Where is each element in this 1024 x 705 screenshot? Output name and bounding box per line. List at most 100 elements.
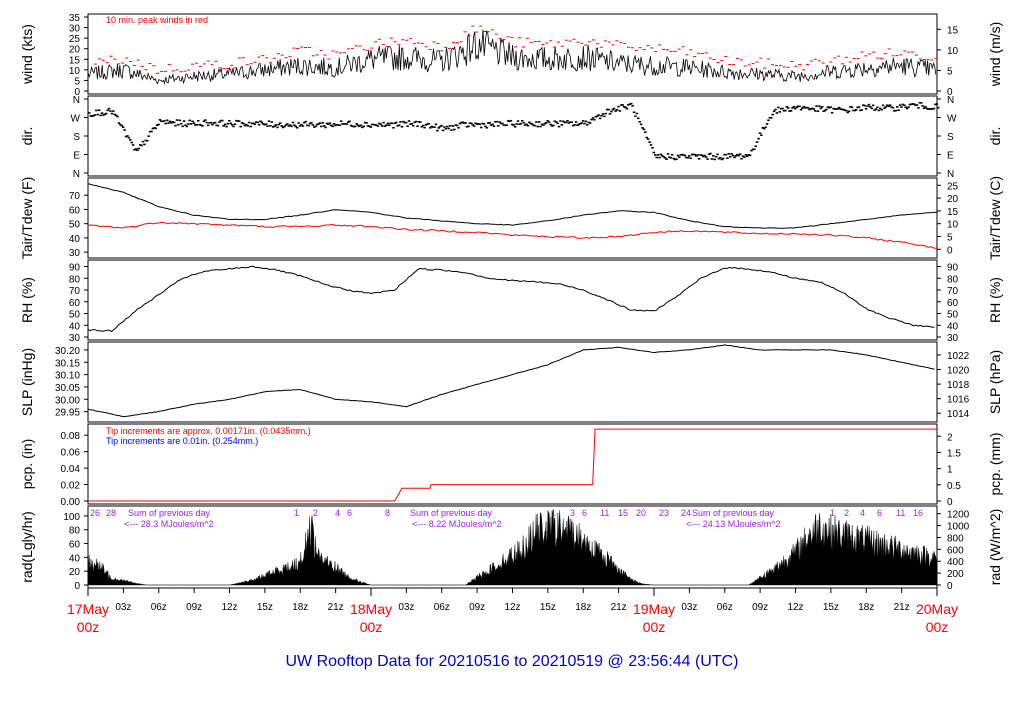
ytick-label: 60 (69, 205, 81, 216)
wind-note: 10 min. peak winds in red (106, 15, 208, 25)
ytick-label: 30.15 (55, 358, 80, 369)
ytick-label-right: 10 (947, 220, 959, 231)
ytick-label: 40 (69, 234, 81, 245)
ylabel-right: pcp. (mm) (987, 433, 1003, 496)
xtick-label: 06z (151, 602, 167, 613)
day-label: 19May (633, 601, 675, 617)
rad-sum-title: Sum of previous day (410, 508, 493, 518)
ytick-label-right: 30 (947, 333, 959, 344)
series-line-tair (87, 183, 938, 229)
footer-title: UW Rooftop Data for 20210516 to 20210519… (286, 653, 739, 670)
ytick-label: 30.05 (55, 383, 80, 394)
ytick-label: 5 (74, 76, 80, 87)
xtick-label: 09z (469, 602, 485, 613)
xtick-label: 18z (292, 602, 308, 613)
ytick-label-right: 25 (947, 181, 959, 192)
pcp-note-2: Tip increments are 0.01in. (0.254mm.) (106, 436, 258, 446)
ytick-label: 0 (74, 581, 80, 592)
ytick-label-right: 70 (947, 286, 959, 297)
ytick-label: 0 (74, 87, 80, 98)
ytick-label: 60 (69, 298, 81, 309)
xtick-label: 12z (221, 602, 237, 613)
ytick-label: 25 (69, 34, 81, 45)
footer-start: 20210516 (438, 653, 509, 670)
ytick-label-right: N (947, 169, 954, 180)
xtick-label: 18z (575, 602, 591, 613)
ytick-label-right: 0 (947, 87, 953, 98)
xtick-label: 21z (328, 602, 344, 613)
xtick-label: 21z (611, 602, 627, 613)
panel-dir: dir. dir.N NE ES SW WN N (19, 95, 1003, 180)
ytick-label: 0.04 (61, 464, 81, 475)
ytick-label-right: 1000 (947, 522, 970, 533)
series-line-rh (87, 265, 935, 333)
ytick-label: 10 (69, 66, 81, 77)
series-line-wind (87, 29, 937, 86)
ytick-label: 20 (69, 45, 81, 56)
rad-annotations: 26 28 Sum of previous day<--- 28.3 MJoules… (90, 508, 923, 529)
rad-hour-mark: 16 (913, 508, 923, 518)
rad-hour-mark: 1 (551, 508, 556, 518)
series-line-tdew (87, 221, 938, 249)
series-area-rad (87, 510, 938, 586)
ytick-label: 30 (69, 333, 81, 344)
ytick-label-right: 1 (947, 465, 953, 476)
ytick-label: N (73, 169, 80, 180)
ytick-label-right: 1016 (947, 395, 970, 406)
ytick-label-right: 20 (947, 194, 959, 205)
ytick-label-right: 80 (947, 274, 959, 285)
rad-hour-mark: 6 (347, 508, 352, 518)
ytick-label-right: 0.5 (947, 481, 961, 492)
footer-end: 20210519 @ 23:56:44 (532, 653, 691, 670)
ytick-label-right: 200 (947, 569, 964, 580)
rad-hour-mark: 24 (681, 508, 691, 518)
ytick-label: 0.00 (61, 497, 81, 508)
ytick-label-right: N (947, 95, 954, 106)
footer-prefix: UW Rooftop Data for (286, 653, 439, 670)
time-axis: 03z 06z 09z 12z 15z 18z 21z 03z 06z 09z 12z 15z 18z 2… (67, 588, 958, 635)
ytick-label-right: 1020 (947, 366, 970, 377)
panel-pcp: pcp. (in) pcp. (mm) 0.00 0.02 0.04 0.06 0.08 0 0… (19, 423, 1003, 508)
xtick-label: 03z (115, 602, 131, 613)
rad-hour-mark: 1 (294, 508, 299, 518)
pcp-note: Tip increments are approx. 0.00171in. (0… (106, 426, 311, 436)
ylabel-left: SLP (inHg) (19, 348, 35, 416)
ytick-label-right: 800 (947, 533, 964, 544)
day-label: 20May (916, 601, 958, 617)
panel-frame (87, 423, 938, 505)
panel-frame (87, 177, 938, 259)
ytick-label-right: 400 (947, 557, 964, 568)
xtick-label: 18z (858, 602, 874, 613)
ytick-label-right: 1018 (947, 380, 970, 391)
ytick-label: 80 (69, 526, 81, 537)
rad-hour-mark: 4 (335, 508, 340, 518)
rad-hour-mark: 8 (385, 508, 390, 518)
rad-hour-mark: 3 (570, 508, 575, 518)
rad-sum-title: Sum of previous day (692, 508, 775, 518)
ytick-label: 20 (69, 567, 81, 578)
rad-hour-mark: 1 (830, 508, 835, 518)
ytick-label: 30.00 (55, 395, 80, 406)
xtick-label: 09z (186, 602, 202, 613)
ylabel-right: RH (%) (987, 277, 1003, 323)
rad-hour-mark: 20 (636, 508, 646, 518)
rad-sum-value: <--- 28.3 MJoules/m^2 (124, 519, 214, 529)
day-hour-label: 00z (360, 619, 383, 635)
ytick-label-right: 1022 (947, 351, 970, 362)
rad-sum-value: <--- 8.22 MJoules/m^2 (412, 519, 502, 529)
ytick-label-right: S (947, 132, 954, 143)
ylabel-left: Tair/Tdew (F) (19, 177, 35, 259)
ylabel-right: wind (m/s) (987, 22, 1003, 88)
ytick-label-right: 60 (947, 298, 959, 309)
xtick-label: 21z (894, 602, 910, 613)
ytick-label: 100 (63, 512, 80, 523)
panel-temp: Tair/Tdew (F) Tair/Tdew (C) 30 40 50 60 70 05 10… (19, 176, 1003, 260)
ytick-label: 30 (69, 24, 81, 35)
ytick-label: 15 (69, 55, 81, 66)
ytick-label-right: 50 (947, 310, 959, 321)
rad-hour-mark: 6 (582, 508, 587, 518)
ytick-label: 30 (69, 248, 81, 259)
ytick-label-right: 0 (947, 497, 953, 508)
